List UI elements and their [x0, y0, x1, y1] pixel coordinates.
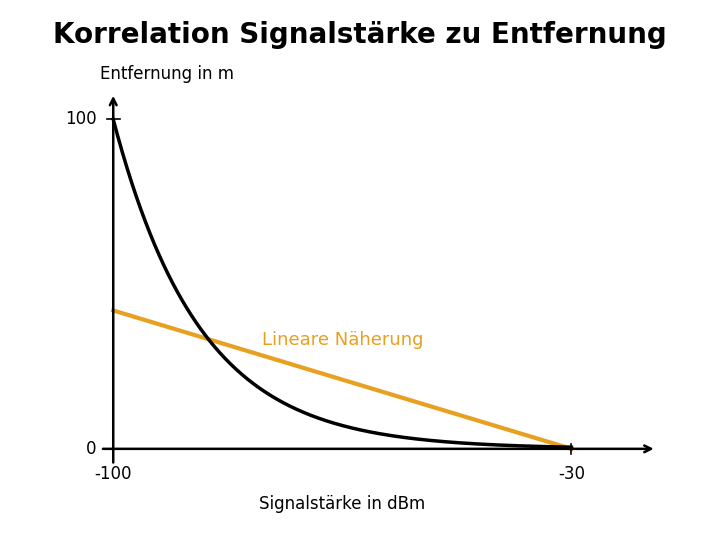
Text: Entfernung in m: Entfernung in m [100, 65, 234, 83]
Text: -30: -30 [558, 465, 585, 483]
Text: Lineare Näherung: Lineare Näherung [261, 331, 423, 349]
Text: Korrelation Signalstärke zu Entfernung: Korrelation Signalstärke zu Entfernung [53, 21, 667, 49]
Text: 100: 100 [66, 110, 97, 129]
Text: -100: -100 [94, 465, 132, 483]
Text: 0: 0 [86, 440, 97, 458]
Text: Signalstärke in dBm: Signalstärke in dBm [259, 495, 426, 513]
